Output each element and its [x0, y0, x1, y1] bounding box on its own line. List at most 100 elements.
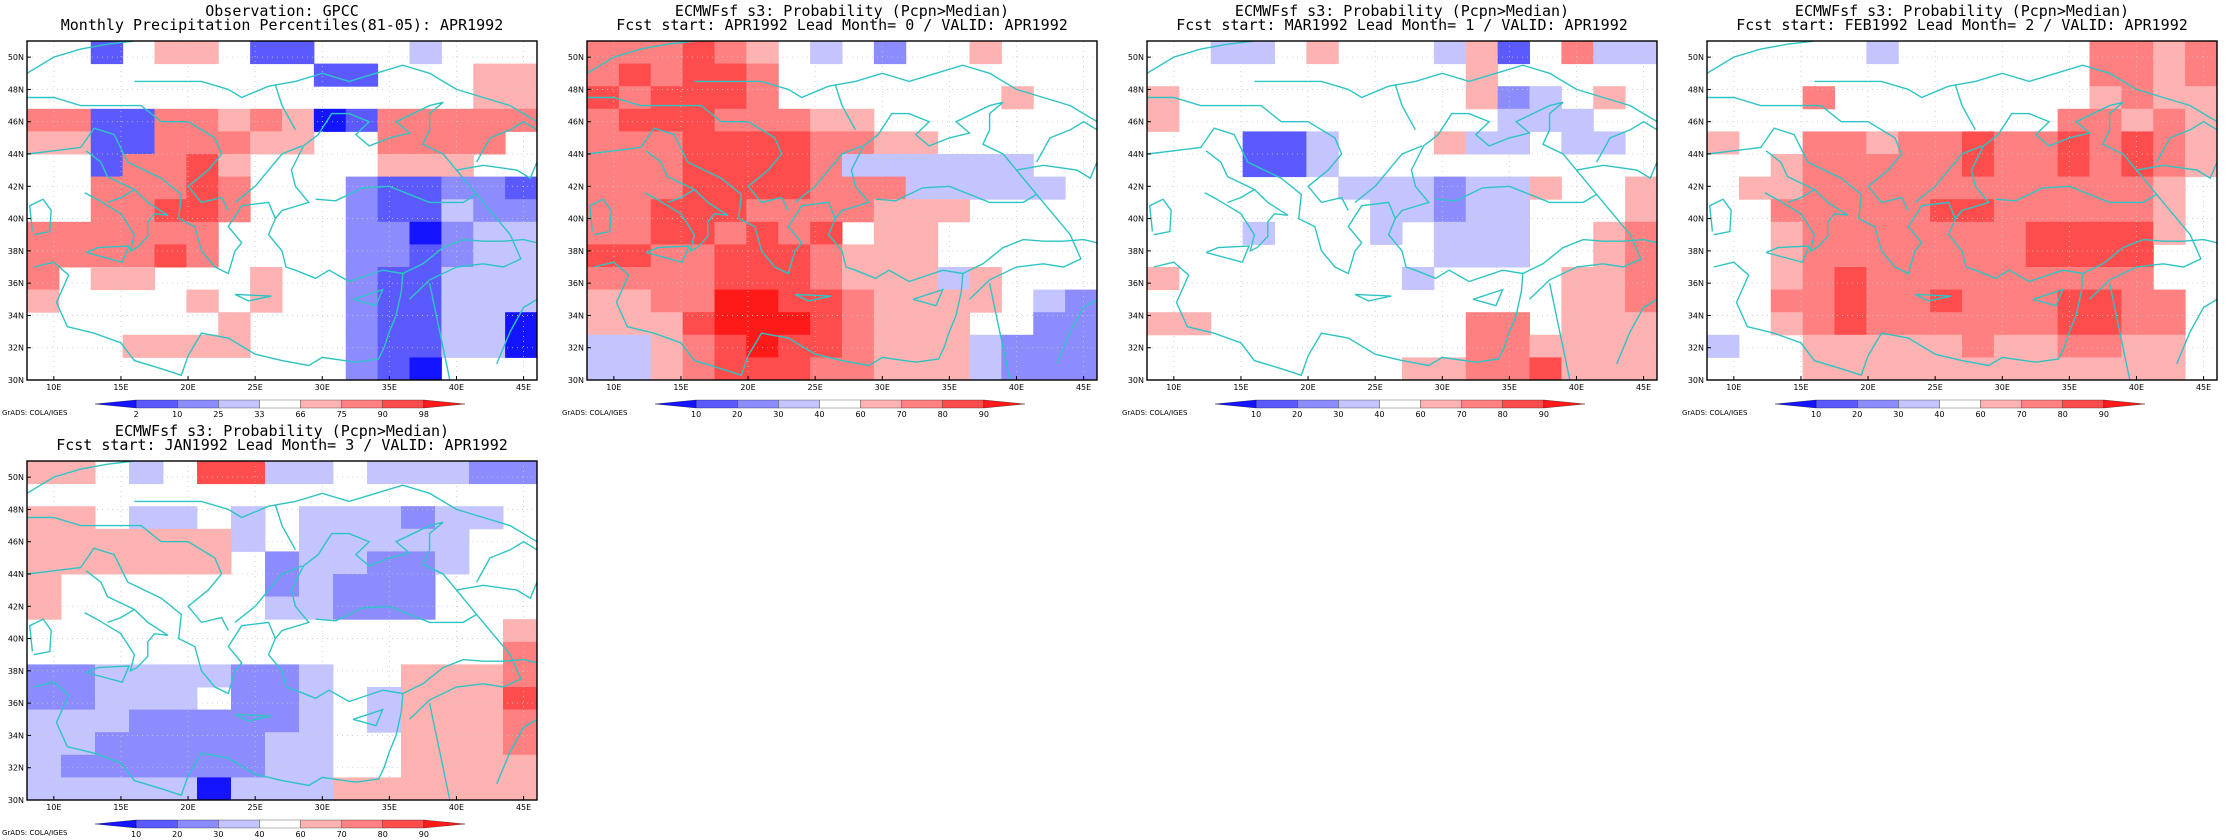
y-tick-label: 38N: [8, 247, 24, 256]
grid-cell: [1770, 176, 1804, 200]
grid-cell: [2057, 334, 2090, 358]
grid-cell: [778, 154, 811, 178]
grid-cell: [873, 312, 907, 336]
grid-cell: [129, 461, 164, 485]
grid-cell: [746, 41, 779, 65]
grid-cell: [27, 108, 60, 132]
coastline: [2136, 161, 2217, 180]
grid-cell: [197, 664, 232, 688]
grid-cell: [1402, 199, 1435, 223]
grid-cell: [1770, 312, 1804, 336]
grid-cell: [1898, 334, 1931, 358]
y-tick-label: 34N: [568, 311, 584, 320]
grid-cell: [186, 41, 219, 65]
grid-cell: [1497, 199, 1530, 223]
grid-cell: [299, 664, 334, 688]
grid-cell: [1898, 199, 1931, 223]
grid-cell: [27, 551, 62, 575]
grid-cell: [1707, 334, 1740, 358]
grid-cell: [1593, 357, 1626, 381]
grid-cell: [810, 41, 843, 65]
grid-cell: [265, 551, 300, 575]
grid-cell: [873, 267, 907, 291]
grid-cell: [401, 574, 436, 598]
coastline: [428, 282, 451, 380]
grid-cell: [2153, 108, 2186, 132]
coastline: [1254, 64, 1657, 123]
grid-cell: [58, 221, 92, 245]
grid-cell: [1625, 41, 1658, 65]
grid-cell: [618, 63, 652, 87]
grid-cell: [435, 732, 470, 756]
colorbar-segment: [135, 819, 178, 829]
grid-cell: [154, 221, 187, 245]
grid-cell: [778, 312, 811, 336]
grid-cell: [2025, 244, 2059, 268]
coastline: [428, 702, 451, 800]
grid-cell: [218, 176, 251, 200]
grid-cell: [1497, 86, 1530, 110]
colorbar-label: 20: [172, 830, 182, 839]
x-tick-label: 15E: [1233, 383, 1248, 392]
colorbar-segment: [1297, 399, 1339, 409]
grid-cell: [810, 131, 843, 155]
grid-cell: [441, 334, 474, 358]
coastline: [1472, 288, 1504, 307]
grid-cell: [61, 777, 96, 801]
grid-cell: [2025, 199, 2059, 223]
x-tick-label: 45E: [1636, 383, 1651, 392]
grid-cell: [842, 267, 875, 291]
grid-cell: [873, 357, 907, 381]
grid-cell: [1834, 221, 1867, 245]
grid-cell: [2025, 334, 2059, 358]
grid-cell: [1433, 244, 1467, 268]
grid-cell: [129, 528, 164, 552]
grid-cell: [409, 244, 442, 268]
coastline: [988, 282, 1011, 380]
coastline: [234, 145, 303, 203]
grid-cell: [714, 154, 747, 178]
grid-cell: [1561, 334, 1594, 358]
grid-cell: [1274, 131, 1307, 155]
grid-cell: [1497, 312, 1530, 336]
grid-cell: [714, 334, 747, 358]
x-tick-label: 10E: [46, 383, 61, 392]
colorbar-label: 60: [855, 410, 865, 419]
grid-cell: [90, 41, 124, 65]
grid-cell: [367, 777, 402, 801]
grid-cell: [2057, 244, 2090, 268]
grid-cell: [2121, 334, 2154, 358]
grid-cell: [345, 267, 379, 291]
grid-cell: [650, 108, 684, 132]
map-frame: [26, 460, 538, 801]
grid-cell: [1402, 267, 1435, 291]
grid-cell: [969, 154, 1002, 178]
grid-cell: [1065, 357, 1098, 381]
colorbar-label: 66: [295, 410, 305, 419]
grid-cell: [61, 506, 96, 530]
map-panel-4: ECMWFsf s3: Probability (Pcpn>Median) Fcs…: [1680, 0, 2240, 420]
grid-cell: [197, 528, 232, 552]
grid-cell: [1625, 199, 1658, 223]
coastline: [593, 218, 964, 377]
grid-cell: [1898, 289, 1931, 313]
grid-cell: [682, 108, 715, 132]
grid-cell: [1993, 221, 2027, 245]
grid-cell: [1625, 267, 1658, 291]
coastline: [912, 288, 944, 307]
grid-cell: [299, 754, 334, 778]
grid-cell: [231, 506, 266, 530]
grid-cell: [842, 199, 875, 223]
coastline: [1616, 298, 1657, 365]
grid-cell: [746, 63, 779, 87]
grid-cell: [409, 199, 442, 223]
y-tick-label: 42N: [8, 182, 24, 191]
grid-cell: [163, 709, 198, 733]
colorbar-segment: [1815, 399, 1858, 409]
grid-cell: [333, 506, 368, 530]
grid-cell: [345, 221, 379, 245]
grid-cell: [1593, 131, 1626, 155]
y-tick-label: 36N: [8, 699, 24, 708]
coastline: [694, 64, 1097, 123]
x-tick-label: 30E: [1435, 383, 1450, 392]
